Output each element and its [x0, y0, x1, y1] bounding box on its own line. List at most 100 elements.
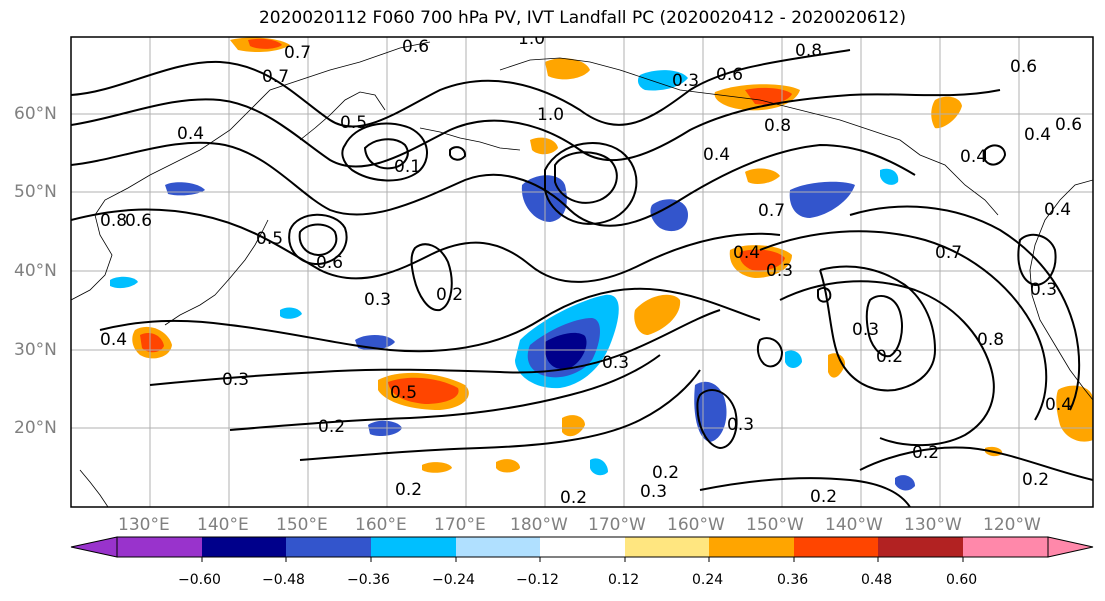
shade-neg-8 — [637, 70, 688, 91]
lat-label-40n: 40°N — [14, 261, 57, 281]
colorbar-extend-high — [1047, 536, 1094, 558]
lat-label-60n: 60°N — [14, 104, 57, 124]
contour-label: 0.4 — [100, 330, 127, 350]
negative-anomaly-shading — [110, 70, 915, 491]
colorbar-segment — [456, 537, 540, 557]
lon-label-130w: 130°W — [904, 515, 962, 535]
lon-label-170e: 170°E — [434, 515, 486, 535]
contour-1 — [71, 49, 851, 128]
shade-neg-7 — [694, 381, 727, 442]
contour-closed-2 — [363, 138, 409, 170]
colorbar — [70, 536, 1094, 562]
map-border — [70, 36, 1094, 508]
contour-label: 1.0 — [518, 29, 545, 49]
contour-label: 0.3 — [766, 261, 793, 281]
colorbar-segment — [625, 537, 709, 557]
contour-closed-6 — [288, 213, 348, 266]
positive-anomaly-shading — [132, 37, 1093, 473]
lon-label-160w: 160°W — [667, 515, 725, 535]
colorbar-segment — [202, 537, 286, 557]
lat-label-30n: 30°N — [14, 340, 57, 360]
lon-label-170w: 170°W — [588, 515, 646, 535]
coastlines — [71, 41, 1093, 507]
shade-pos-15 — [931, 96, 962, 129]
shade-neg-15 — [590, 458, 608, 476]
colorbar-tick-label: 0.48 — [861, 572, 893, 588]
contour-label: 0.6 — [125, 211, 152, 231]
contour-label: 0.3 — [364, 290, 391, 310]
coast-alaska — [499, 57, 999, 216]
shade-pos-13 — [530, 137, 558, 155]
colorbar-segment — [371, 537, 456, 557]
contour-label: 0.2 — [436, 285, 463, 305]
contour-label: 0.3 — [852, 320, 879, 340]
shade-pos-9 — [634, 294, 681, 335]
shade-neg-14 — [880, 168, 899, 185]
contour-7 — [229, 354, 661, 431]
contour-13 — [859, 446, 1093, 481]
contour-label: 0.2 — [912, 443, 939, 463]
contour-8 — [299, 369, 701, 461]
contour-closed-10 — [1017, 233, 1057, 287]
contour-label: 0.6 — [716, 65, 743, 85]
coast-kamchatka — [299, 91, 386, 141]
colorbar-tick-label: −0.36 — [347, 572, 390, 588]
lon-label-150w: 150°W — [746, 515, 804, 535]
contour-label: 0.4 — [733, 243, 760, 263]
contour-label: 0.3 — [1030, 280, 1057, 300]
colorbar-segment — [878, 537, 963, 557]
shade-neg-10 — [110, 276, 138, 289]
pv-contours — [71, 49, 1093, 507]
contour-label: 0.4 — [177, 124, 204, 144]
shade-neg-17 — [280, 307, 302, 319]
colorbar-tick-label: 0.60 — [946, 572, 978, 588]
colorbar-segment — [540, 537, 625, 557]
colorbar-segment — [286, 537, 371, 557]
contour-5 — [99, 287, 761, 353]
contour-label: 0.8 — [795, 41, 822, 61]
shade-pos-17 — [562, 415, 585, 437]
colorbar-segment — [709, 537, 794, 557]
contour-labels: 0.7 0.6 1.0 0.8 0.6 0.7 0.3 0.4 0.5 1.0 … — [100, 29, 1082, 508]
contour-label: 0.4 — [960, 147, 987, 167]
contour-4 — [71, 208, 781, 283]
shade-pos-14 — [745, 168, 780, 184]
shade-pos-19 — [422, 462, 452, 473]
lon-label-140e: 140°E — [197, 515, 249, 535]
contour-closed-14 — [449, 146, 467, 161]
contour-label: 0.5 — [256, 229, 283, 249]
contour-closed-9 — [984, 144, 1007, 166]
contour-closed-13 — [817, 287, 832, 303]
contour-label: 0.2 — [560, 488, 587, 508]
colorbar-tick-label: 0.12 — [608, 572, 640, 588]
colorbar-tick-label: −0.24 — [432, 572, 475, 588]
gridlines — [71, 37, 1093, 507]
contour-label: 0.5 — [390, 383, 417, 403]
contour-3 — [71, 141, 916, 227]
shade-pos-12 — [248, 38, 282, 49]
contour-10 — [779, 280, 995, 447]
shade-pos-20 — [828, 353, 846, 378]
contour-closed-3 — [554, 151, 618, 204]
contour-label: 1.0 — [537, 105, 564, 125]
contour-label: 0.3 — [727, 415, 754, 435]
contour-closed-8 — [865, 295, 903, 358]
colorbar-border — [116, 536, 1049, 558]
contour-2 — [71, 89, 1001, 168]
contour-label: 0.7 — [758, 201, 785, 221]
contour-label: 0.7 — [284, 43, 311, 63]
contour-label: 0.2 — [876, 347, 903, 367]
lon-label-140w: 140°W — [825, 515, 883, 535]
contour-label: 0.3 — [602, 353, 629, 373]
contour-6 — [149, 309, 721, 386]
contour-label: 0.3 — [222, 370, 249, 390]
contour-label: 0.4 — [1044, 200, 1071, 220]
shade-neg-5 — [650, 199, 688, 232]
coast-aleutians — [419, 127, 521, 151]
contour-closed-11 — [696, 389, 738, 450]
contour-label: 0.4 — [703, 145, 730, 165]
contour-label: 0.8 — [764, 116, 791, 136]
contour-label: 0.6 — [316, 253, 343, 273]
contour-9 — [819, 265, 937, 392]
